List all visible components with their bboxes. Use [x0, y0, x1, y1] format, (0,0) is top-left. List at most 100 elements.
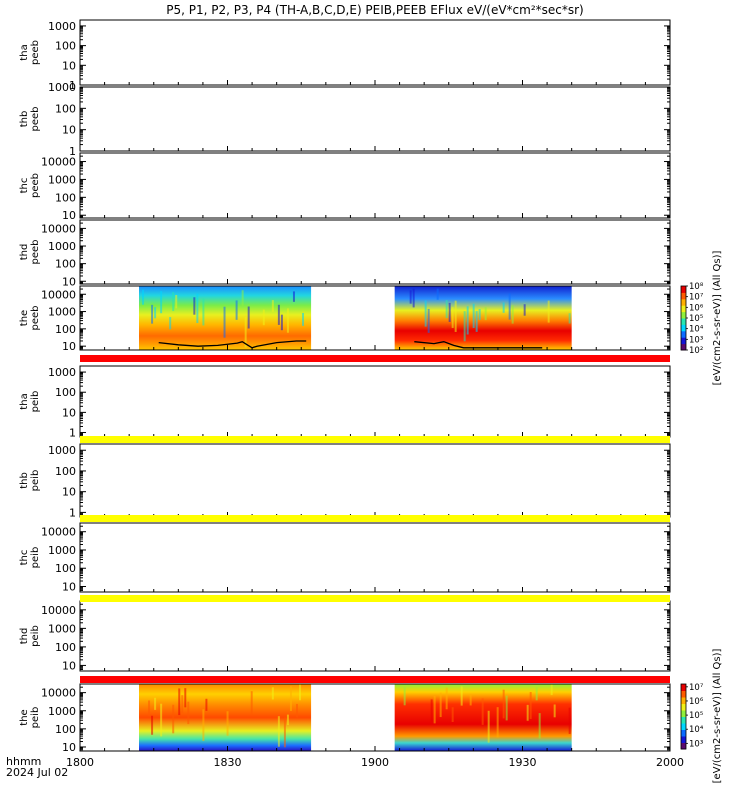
y-axis-label-product: peeb [30, 306, 41, 331]
colorbar-tick-label: 10⁴ [689, 725, 704, 735]
y-tick-label: 1000 [48, 81, 76, 94]
colorbar-swatch [681, 343, 686, 346]
spectrogram-stripe [181, 695, 184, 714]
y-tick-label: 10 [62, 486, 76, 499]
colorbar-swatch [681, 734, 686, 737]
colorbar-swatch [681, 718, 686, 721]
colorbar-tick-label: 10⁵ [689, 711, 703, 721]
spectrogram-stripe [202, 298, 205, 326]
spectrogram-stripe [160, 703, 163, 737]
colorbar-swatch [681, 737, 686, 740]
colorbar-swatch [681, 306, 686, 309]
colorbar-the-peib: 10³ 10⁴ 10⁵ 10⁶ 10⁷ [eV/(cm2-s-sr-eV)] (All Q… [680, 648, 723, 783]
panel-frame [79, 600, 671, 672]
spectrogram-stripe [508, 293, 511, 320]
colorbar-label: [eV/(cm2-s-sr-eV)] (All Qs)] [712, 250, 723, 385]
colorbar-swatch [681, 747, 686, 750]
y-tick-label: 10 [62, 275, 76, 288]
y-tick-label: 100 [55, 641, 76, 654]
colorbar-swatch [681, 732, 686, 735]
spectrogram-stripe [445, 687, 448, 710]
y-tick-label: 1 [69, 506, 76, 519]
y-tick-label: 1000 [48, 240, 76, 253]
y-axis-label-product: peib [30, 391, 41, 413]
colorbar-swatch [681, 698, 686, 701]
colorbar-tick-label: 10⁸ [689, 282, 704, 292]
y-tick-label: 10000 [41, 604, 76, 617]
colorbar-swatch [681, 348, 686, 351]
spectrogram-stripe [241, 290, 244, 306]
y-axis-label-probe: thd [19, 628, 30, 645]
spectrogram-stripe [223, 306, 226, 338]
colorbar-swatch [681, 286, 686, 289]
colorbar-swatch [681, 346, 686, 349]
spectrogram-stripe [271, 687, 274, 700]
colorbar-swatch [681, 701, 686, 704]
y-tick-label: 100 [55, 562, 76, 575]
spectrogram-stripe [262, 309, 265, 326]
y-tick-label: 10 [62, 741, 76, 754]
colorbar-tick-label: 10³ [689, 335, 703, 345]
colorbar-swatch [681, 703, 686, 706]
spectrogram-stripe [172, 292, 175, 312]
colorbar-swatch [681, 711, 686, 714]
y-tick-label: 10000 [41, 288, 76, 301]
panel-frame [79, 152, 671, 219]
colorbar-swatch [681, 345, 686, 348]
y-tick-label: 100 [55, 723, 76, 736]
panel-tha-peib: 1 10 100 1000 tha peib [19, 365, 671, 440]
colorbar-swatch [681, 327, 686, 330]
colorbar-swatch [681, 332, 686, 335]
panel-frame [79, 19, 671, 86]
spectrogram-stripe [151, 715, 154, 735]
colorbar-swatch [681, 319, 686, 322]
y-tick-label: 10000 [41, 222, 76, 235]
x-tick-label-1900: 1900 [361, 756, 389, 769]
colorbar-swatch [681, 740, 686, 743]
colorbar-tick-label: 10⁶ [689, 697, 704, 707]
y-axis-label-product: peib [30, 625, 41, 647]
y-tick-label: 1000 [48, 366, 76, 379]
y-tick-label: 10000 [41, 687, 76, 700]
colorbar-swatch [681, 313, 686, 316]
spectrogram-stripe [280, 314, 283, 331]
y-tick-label: 10 [62, 340, 76, 353]
spectrogram-stripe [529, 692, 532, 720]
colorbar-swatch [681, 705, 686, 708]
colorbar-swatch [681, 321, 686, 324]
spectrogram-stripe [154, 697, 157, 710]
colorbar-swatch [681, 731, 686, 734]
spectrogram-block-the-peeb-2 [394, 286, 572, 350]
y-tick-label: 10000 [41, 156, 76, 169]
spectrogram-stripe [484, 307, 487, 321]
panel-frame [79, 365, 671, 438]
colorbar-swatch [681, 688, 686, 691]
colorbar-swatch [681, 684, 686, 687]
colorbar-swatch [681, 314, 686, 317]
colorbar-swatch [681, 322, 686, 325]
y-axis-label-probe: thb [19, 472, 30, 489]
colorbar-swatch [681, 708, 686, 711]
status-bar-3 [80, 515, 670, 522]
spectrogram-stripe [478, 309, 481, 320]
y-axis-label-probe: tha [19, 393, 30, 409]
plot-title: P5, P1, P2, P3, P4 (TH-A,B,C,D,E) PEIB,P… [166, 3, 583, 17]
colorbar-swatch [681, 295, 686, 298]
spectrogram-stripe [202, 709, 205, 741]
y-axis-label-product: peib [30, 547, 41, 569]
y-tick-label: 100 [55, 191, 76, 204]
colorbar-swatch [681, 736, 686, 739]
y-axis-label-product: peeb [30, 173, 41, 198]
colorbar-swatch [681, 723, 686, 726]
spectrogram-stripe [187, 701, 190, 725]
time-axis-header-date: 2024 Jul 02 [6, 766, 68, 779]
spectrogram-stripe [439, 692, 442, 718]
spectrogram-stripe [523, 304, 526, 316]
spectrogram-stripe [502, 302, 505, 313]
colorbar-swatch [681, 324, 686, 327]
y-tick-label: 100 [55, 258, 76, 271]
colorbar-frame [680, 683, 687, 750]
y-tick-label: 1000 [48, 622, 76, 635]
